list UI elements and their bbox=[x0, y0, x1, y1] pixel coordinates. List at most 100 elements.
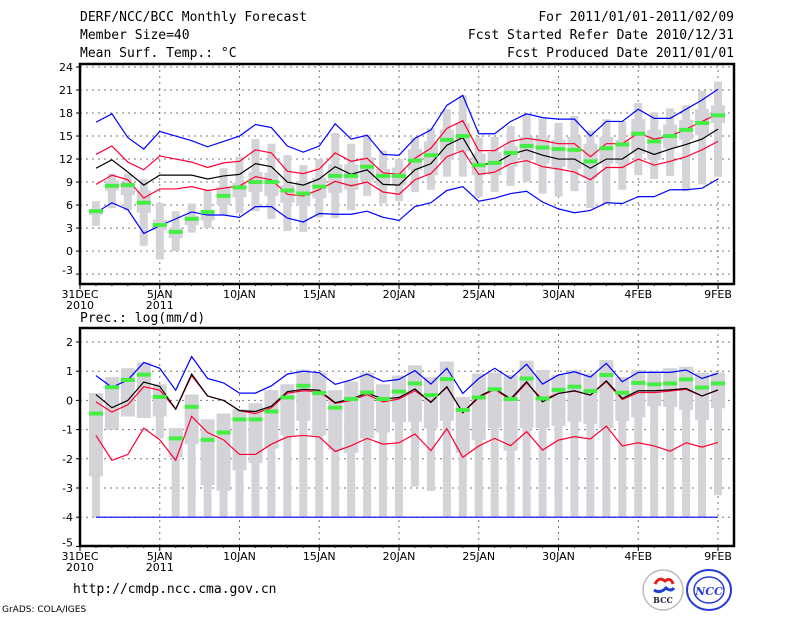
ensemble-box bbox=[663, 368, 678, 407]
observed-mark bbox=[280, 395, 295, 400]
x-tick-label: 31DEC bbox=[61, 288, 98, 301]
ensemble-range-bar bbox=[618, 377, 627, 518]
y-tick-label: 1 bbox=[66, 365, 73, 378]
ensemble-range-bar bbox=[682, 366, 691, 518]
observed-mark bbox=[136, 200, 151, 205]
precip-title: Prec.: log(mm/d) bbox=[80, 311, 206, 326]
observed-mark bbox=[551, 147, 566, 152]
url-link[interactable]: http://cmdp.ncc.cma.gov.cn bbox=[73, 582, 277, 597]
series-line-mean bbox=[95, 128, 719, 186]
ensemble-box bbox=[503, 374, 518, 451]
ensemble-range-bar bbox=[522, 360, 531, 518]
observed-mark bbox=[503, 150, 518, 155]
observed-mark bbox=[104, 183, 119, 188]
produced-date: Fcst Produced Date 2011/01/01 bbox=[507, 46, 734, 61]
ensemble-box bbox=[200, 419, 215, 486]
x-tick-label: 9FEB bbox=[704, 288, 732, 301]
observed-mark bbox=[232, 185, 247, 190]
observed-mark bbox=[535, 145, 550, 150]
observed-mark bbox=[679, 127, 694, 132]
grads-credit: GrADS: COLA/IGES bbox=[2, 605, 87, 615]
observed-mark bbox=[312, 184, 327, 189]
ensemble-range-bar bbox=[586, 373, 595, 518]
ensemble-range-bar bbox=[395, 375, 403, 518]
ensemble-box bbox=[567, 136, 582, 170]
observed-mark bbox=[232, 417, 247, 422]
ensemble-range-bar bbox=[283, 384, 292, 518]
ensemble-box bbox=[328, 164, 343, 193]
observed-mark bbox=[647, 382, 662, 387]
y-tick-label: -1 bbox=[62, 424, 73, 437]
y-tick-label: 3 bbox=[66, 222, 73, 235]
observed-mark bbox=[663, 134, 678, 139]
observed-mark bbox=[711, 113, 725, 118]
ensemble-box bbox=[136, 362, 151, 418]
observed-mark bbox=[104, 385, 119, 390]
x-tick-label: 10JAN bbox=[223, 288, 256, 301]
plot-frame bbox=[78, 326, 736, 548]
ensemble-box bbox=[583, 373, 598, 424]
observed-mark bbox=[631, 380, 646, 385]
ensemble-range-bar bbox=[698, 372, 707, 518]
ensemble-range-bar bbox=[714, 372, 722, 496]
y-tick-label: 15 bbox=[59, 130, 73, 143]
ensemble-box bbox=[487, 372, 502, 429]
ensemble-box bbox=[551, 139, 566, 167]
observed-mark bbox=[679, 377, 694, 382]
observed-mark bbox=[328, 173, 343, 178]
observed-mark bbox=[439, 137, 454, 142]
observed-mark bbox=[264, 180, 279, 185]
observed-mark bbox=[264, 409, 279, 414]
ensemble-box bbox=[232, 409, 247, 471]
ensemble-range-bar bbox=[650, 371, 659, 518]
ensemble-box bbox=[168, 428, 183, 458]
ensemble-box bbox=[631, 119, 646, 154]
y-tick-label: 21 bbox=[59, 84, 73, 97]
observed-mark bbox=[599, 372, 614, 377]
y-tick-label: 6 bbox=[66, 199, 73, 212]
ensemble-box bbox=[120, 368, 135, 417]
observed-mark bbox=[280, 188, 295, 193]
y-tick-label: 2 bbox=[66, 336, 73, 349]
forecast-period: For 2011/01/01-2011/02/09 bbox=[538, 10, 734, 25]
observed-mark bbox=[631, 131, 646, 136]
ensemble-box bbox=[104, 377, 119, 430]
ensemble-box bbox=[567, 370, 582, 422]
ensemble-range-bar bbox=[426, 377, 435, 491]
ensemble-range-bar bbox=[602, 360, 611, 518]
ensemble-range-bar bbox=[203, 189, 212, 229]
observed-mark bbox=[519, 376, 534, 381]
observed-mark bbox=[120, 377, 135, 382]
observed-mark bbox=[695, 120, 710, 125]
observed-mark bbox=[487, 160, 502, 165]
observed-mark bbox=[647, 139, 662, 144]
observed-mark bbox=[407, 381, 422, 386]
observed-mark bbox=[583, 159, 598, 164]
x-tick-label: 30JAN bbox=[542, 550, 575, 563]
observed-mark bbox=[503, 396, 518, 401]
observed-mark bbox=[184, 404, 199, 409]
observed-mark bbox=[152, 223, 167, 228]
x-tick-label: 10JAN bbox=[223, 550, 256, 563]
observed-mark bbox=[360, 390, 375, 395]
ensemble-box bbox=[407, 365, 422, 422]
observed-mark bbox=[312, 391, 327, 396]
x-tick-label: 31DEC bbox=[61, 550, 98, 563]
observed-mark bbox=[136, 372, 151, 377]
observed-mark bbox=[376, 396, 391, 401]
ensemble-range-bar bbox=[666, 368, 675, 518]
ensemble-range-bar bbox=[570, 370, 579, 518]
x-tick-label: 4FEB bbox=[624, 288, 652, 301]
y-tick-label: -2 bbox=[62, 453, 73, 466]
ensemble-range-bar bbox=[379, 384, 388, 518]
observed-mark bbox=[360, 164, 375, 169]
observed-mark bbox=[663, 381, 678, 386]
x-tick-label: 25JAN bbox=[462, 550, 495, 563]
series-line-upper-outer bbox=[95, 355, 719, 395]
series-line-mean bbox=[95, 372, 719, 414]
y-tick-label: -3 bbox=[62, 264, 73, 277]
observed-mark bbox=[567, 384, 582, 389]
y-tick-label: 18 bbox=[59, 107, 73, 120]
observed-mark bbox=[455, 408, 470, 413]
ensemble-box bbox=[328, 390, 343, 451]
